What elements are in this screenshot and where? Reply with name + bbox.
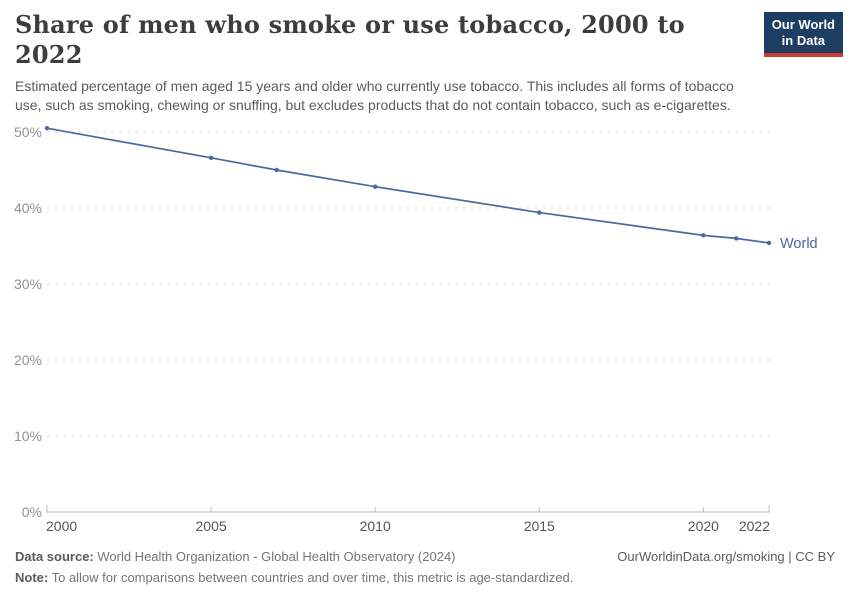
data-point (208, 155, 214, 161)
owid-logo-line1: Our World (771, 17, 835, 32)
footer-source-row: Data source: World Health Organization -… (15, 546, 835, 567)
y-axis-tick-label: 40% (14, 200, 42, 216)
page-title: Share of men who smoke or use tobacco, 2… (15, 10, 685, 69)
chart-footer: Data source: World Health Organization -… (15, 546, 835, 588)
data-point (274, 167, 279, 173)
x-axis-tick-label: 2022 (739, 518, 770, 534)
y-axis-tick-label: 30% (14, 276, 42, 292)
x-axis-tick-label: 2005 (196, 518, 227, 534)
owid-logo-line2: in Data (781, 33, 826, 48)
chart-subtitle: Estimated percentage of men aged 15 year… (15, 78, 734, 113)
owid-logo: Our World in Data (763, 12, 843, 57)
y-axis-tick-label: 20% (14, 352, 42, 368)
data-source-text: Data source: World Health Organization -… (15, 546, 456, 567)
note-value: To allow for comparisons between countri… (48, 570, 574, 585)
x-axis-tick-label: 2015 (524, 518, 555, 534)
data-point (44, 126, 50, 131)
y-axis-tick-label: 50% (14, 124, 42, 140)
note-label: Note: (15, 570, 49, 585)
chart-header: Share of men who smoke or use tobacco, 2… (15, 10, 843, 115)
data-point (766, 240, 772, 246)
data-source-value: World Health Organization - Global Healt… (93, 549, 456, 564)
data-point (537, 210, 542, 215)
x-axis-tick-label: 2000 (46, 518, 77, 534)
data-point (372, 184, 378, 189)
x-axis-tick-label: 2020 (688, 518, 719, 534)
world-trend-line (46, 127, 770, 244)
owid-url-link[interactable]: OurWorldinData.org/smoking | CC BY (617, 549, 835, 564)
series-label-world: World (780, 236, 818, 252)
data-point (701, 233, 706, 238)
y-axis-tick-label: 10% (14, 428, 42, 444)
y-axis-tick-label: 0% (22, 504, 42, 520)
data-source-label: Data source: (15, 549, 94, 564)
footer-note-row: Note: To allow for comparisons between c… (15, 567, 835, 588)
note-text: Note: To allow for comparisons between c… (15, 567, 573, 588)
data-point (733, 236, 739, 241)
x-axis-tick-label: 2010 (360, 518, 391, 534)
